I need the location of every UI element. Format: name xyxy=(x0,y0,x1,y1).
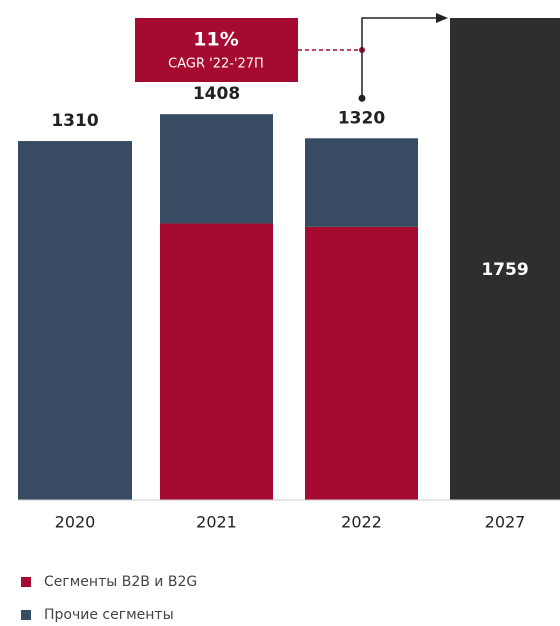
cagr-arrow xyxy=(361,17,440,99)
total-label: 1320 xyxy=(338,108,385,128)
annotation-box xyxy=(135,18,298,82)
bar-segment xyxy=(305,226,418,500)
x-tick-label: 2022 xyxy=(341,513,382,532)
total-label: 1759 xyxy=(481,260,528,280)
annotation-label: CAGR '22-'27П xyxy=(168,57,264,72)
legend-swatch xyxy=(21,577,31,587)
total-label: 1408 xyxy=(193,84,240,104)
annotation-value: 11% xyxy=(193,29,238,51)
total-label: 1310 xyxy=(51,111,98,131)
x-tick-label: 2021 xyxy=(196,513,237,532)
x-tick-label: 2027 xyxy=(485,513,526,532)
legend-swatch xyxy=(21,610,31,620)
bar-segment xyxy=(305,138,418,227)
legend-label: Сегменты B2B и B2G xyxy=(44,574,197,590)
legend-label: Прочие сегменты xyxy=(44,607,174,623)
x-tick-label: 2020 xyxy=(55,513,96,532)
forecast-bar xyxy=(450,18,560,500)
bar-segment xyxy=(160,114,273,224)
start-dot xyxy=(358,94,366,102)
bar-segment xyxy=(160,223,273,500)
bar-segment xyxy=(18,141,132,501)
arrow-head xyxy=(436,13,448,23)
